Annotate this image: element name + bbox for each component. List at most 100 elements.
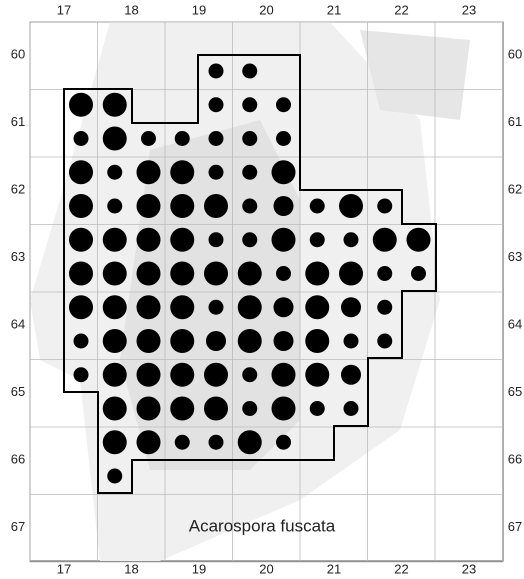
occurrence-dot	[344, 232, 359, 247]
occurrence-dot	[69, 228, 93, 252]
occurrence-dot	[339, 194, 363, 218]
occurrence-dot	[209, 232, 224, 247]
x-label: 18	[124, 2, 138, 17]
occurrence-dot	[276, 435, 291, 450]
occurrence-dot	[170, 262, 194, 286]
occurrence-dot	[103, 329, 127, 353]
occurrence-dot	[69, 160, 93, 184]
occurrence-dot	[103, 228, 127, 252]
occurrence-dot	[411, 266, 426, 281]
occurrence-dot	[242, 199, 257, 214]
x-label: 23	[462, 561, 476, 576]
occurrence-dot	[103, 127, 127, 151]
occurrence-dot	[238, 262, 262, 286]
x-label: 19	[192, 561, 206, 576]
y-label: 65	[508, 384, 522, 399]
occurrence-dot	[206, 331, 226, 351]
occurrence-dot	[242, 165, 257, 180]
x-label: 17	[57, 2, 71, 17]
occurrence-dot	[209, 97, 224, 112]
x-label: 20	[259, 2, 273, 17]
occurrence-dot	[103, 363, 127, 387]
y-label: 62	[508, 181, 522, 196]
x-label: 21	[327, 561, 341, 576]
occurrence-dot	[103, 430, 127, 454]
y-label: 67	[508, 519, 522, 534]
y-label: 61	[508, 114, 522, 129]
occurrence-dot	[305, 262, 329, 286]
occurrence-dot	[373, 228, 397, 252]
occurrence-dot	[272, 363, 296, 387]
occurrence-dot	[107, 199, 122, 214]
occurrence-dot	[310, 232, 325, 247]
y-label: 66	[11, 451, 25, 466]
occurrence-dot	[74, 131, 89, 146]
occurrence-dot	[69, 194, 93, 218]
occurrence-dot	[341, 365, 361, 385]
occurrence-dot	[170, 194, 194, 218]
occurrence-dot	[276, 97, 291, 112]
occurrence-dot	[137, 262, 161, 286]
occurrence-dot	[242, 367, 257, 382]
occurrence-dot	[204, 363, 228, 387]
y-label: 66	[508, 451, 522, 466]
occurrence-dot	[170, 397, 194, 421]
occurrence-dot	[103, 262, 127, 286]
occurrence-dot	[209, 165, 224, 180]
occurrence-dot	[274, 297, 294, 317]
occurrence-dot	[310, 199, 325, 214]
x-label: 22	[394, 561, 408, 576]
occurrence-dot	[170, 295, 194, 319]
map: Acarospora fuscata 171718181919202021212…	[0, 0, 524, 579]
occurrence-dot	[238, 430, 262, 454]
occurrence-dot	[305, 329, 329, 353]
occurrence-dot	[137, 430, 161, 454]
occurrence-dot	[170, 363, 194, 387]
y-label: 60	[11, 46, 25, 61]
occurrence-dot	[344, 334, 359, 349]
occurrence-dot	[238, 295, 262, 319]
y-label: 63	[508, 249, 522, 264]
occurrence-dot	[341, 297, 361, 317]
occurrence-dot	[310, 401, 325, 416]
occurrence-dot	[274, 196, 294, 216]
occurrence-dot	[170, 160, 194, 184]
x-label: 21	[327, 2, 341, 17]
y-label: 60	[508, 46, 522, 61]
y-label: 62	[11, 181, 25, 196]
occurrence-dot	[242, 97, 257, 112]
occurrence-dot	[377, 300, 392, 315]
occurrence-dot	[274, 331, 294, 351]
occurrence-dot	[407, 228, 431, 252]
occurrence-dot	[137, 397, 161, 421]
y-label: 65	[11, 384, 25, 399]
occurrence-dot	[272, 397, 296, 421]
occurrence-dot	[377, 266, 392, 281]
occurrence-dot	[209, 131, 224, 146]
x-label: 22	[394, 2, 408, 17]
occurrence-dot	[242, 64, 257, 79]
occurrence-dot	[204, 262, 228, 286]
occurrence-dot	[204, 397, 228, 421]
occurrence-dot	[209, 300, 224, 315]
occurrence-dot	[137, 160, 161, 184]
occurrence-dot	[242, 401, 257, 416]
occurrence-dot	[209, 435, 224, 450]
occurrence-dot	[69, 262, 93, 286]
occurrence-dot	[137, 194, 161, 218]
occurrence-dot	[276, 131, 291, 146]
occurrence-dot	[276, 266, 291, 281]
occurrence-dot	[137, 363, 161, 387]
occurrence-dot	[377, 334, 392, 349]
occurrence-dot	[137, 295, 161, 319]
y-label: 67	[11, 519, 25, 534]
x-label: 18	[124, 561, 138, 576]
occurrence-dot	[170, 228, 194, 252]
occurrence-dot	[305, 295, 329, 319]
occurrence-dot	[137, 329, 161, 353]
occurrence-dot	[69, 93, 93, 117]
occurrence-dot	[339, 262, 363, 286]
occurrence-dot	[238, 329, 262, 353]
y-label: 64	[508, 316, 522, 331]
x-label: 23	[462, 2, 476, 17]
